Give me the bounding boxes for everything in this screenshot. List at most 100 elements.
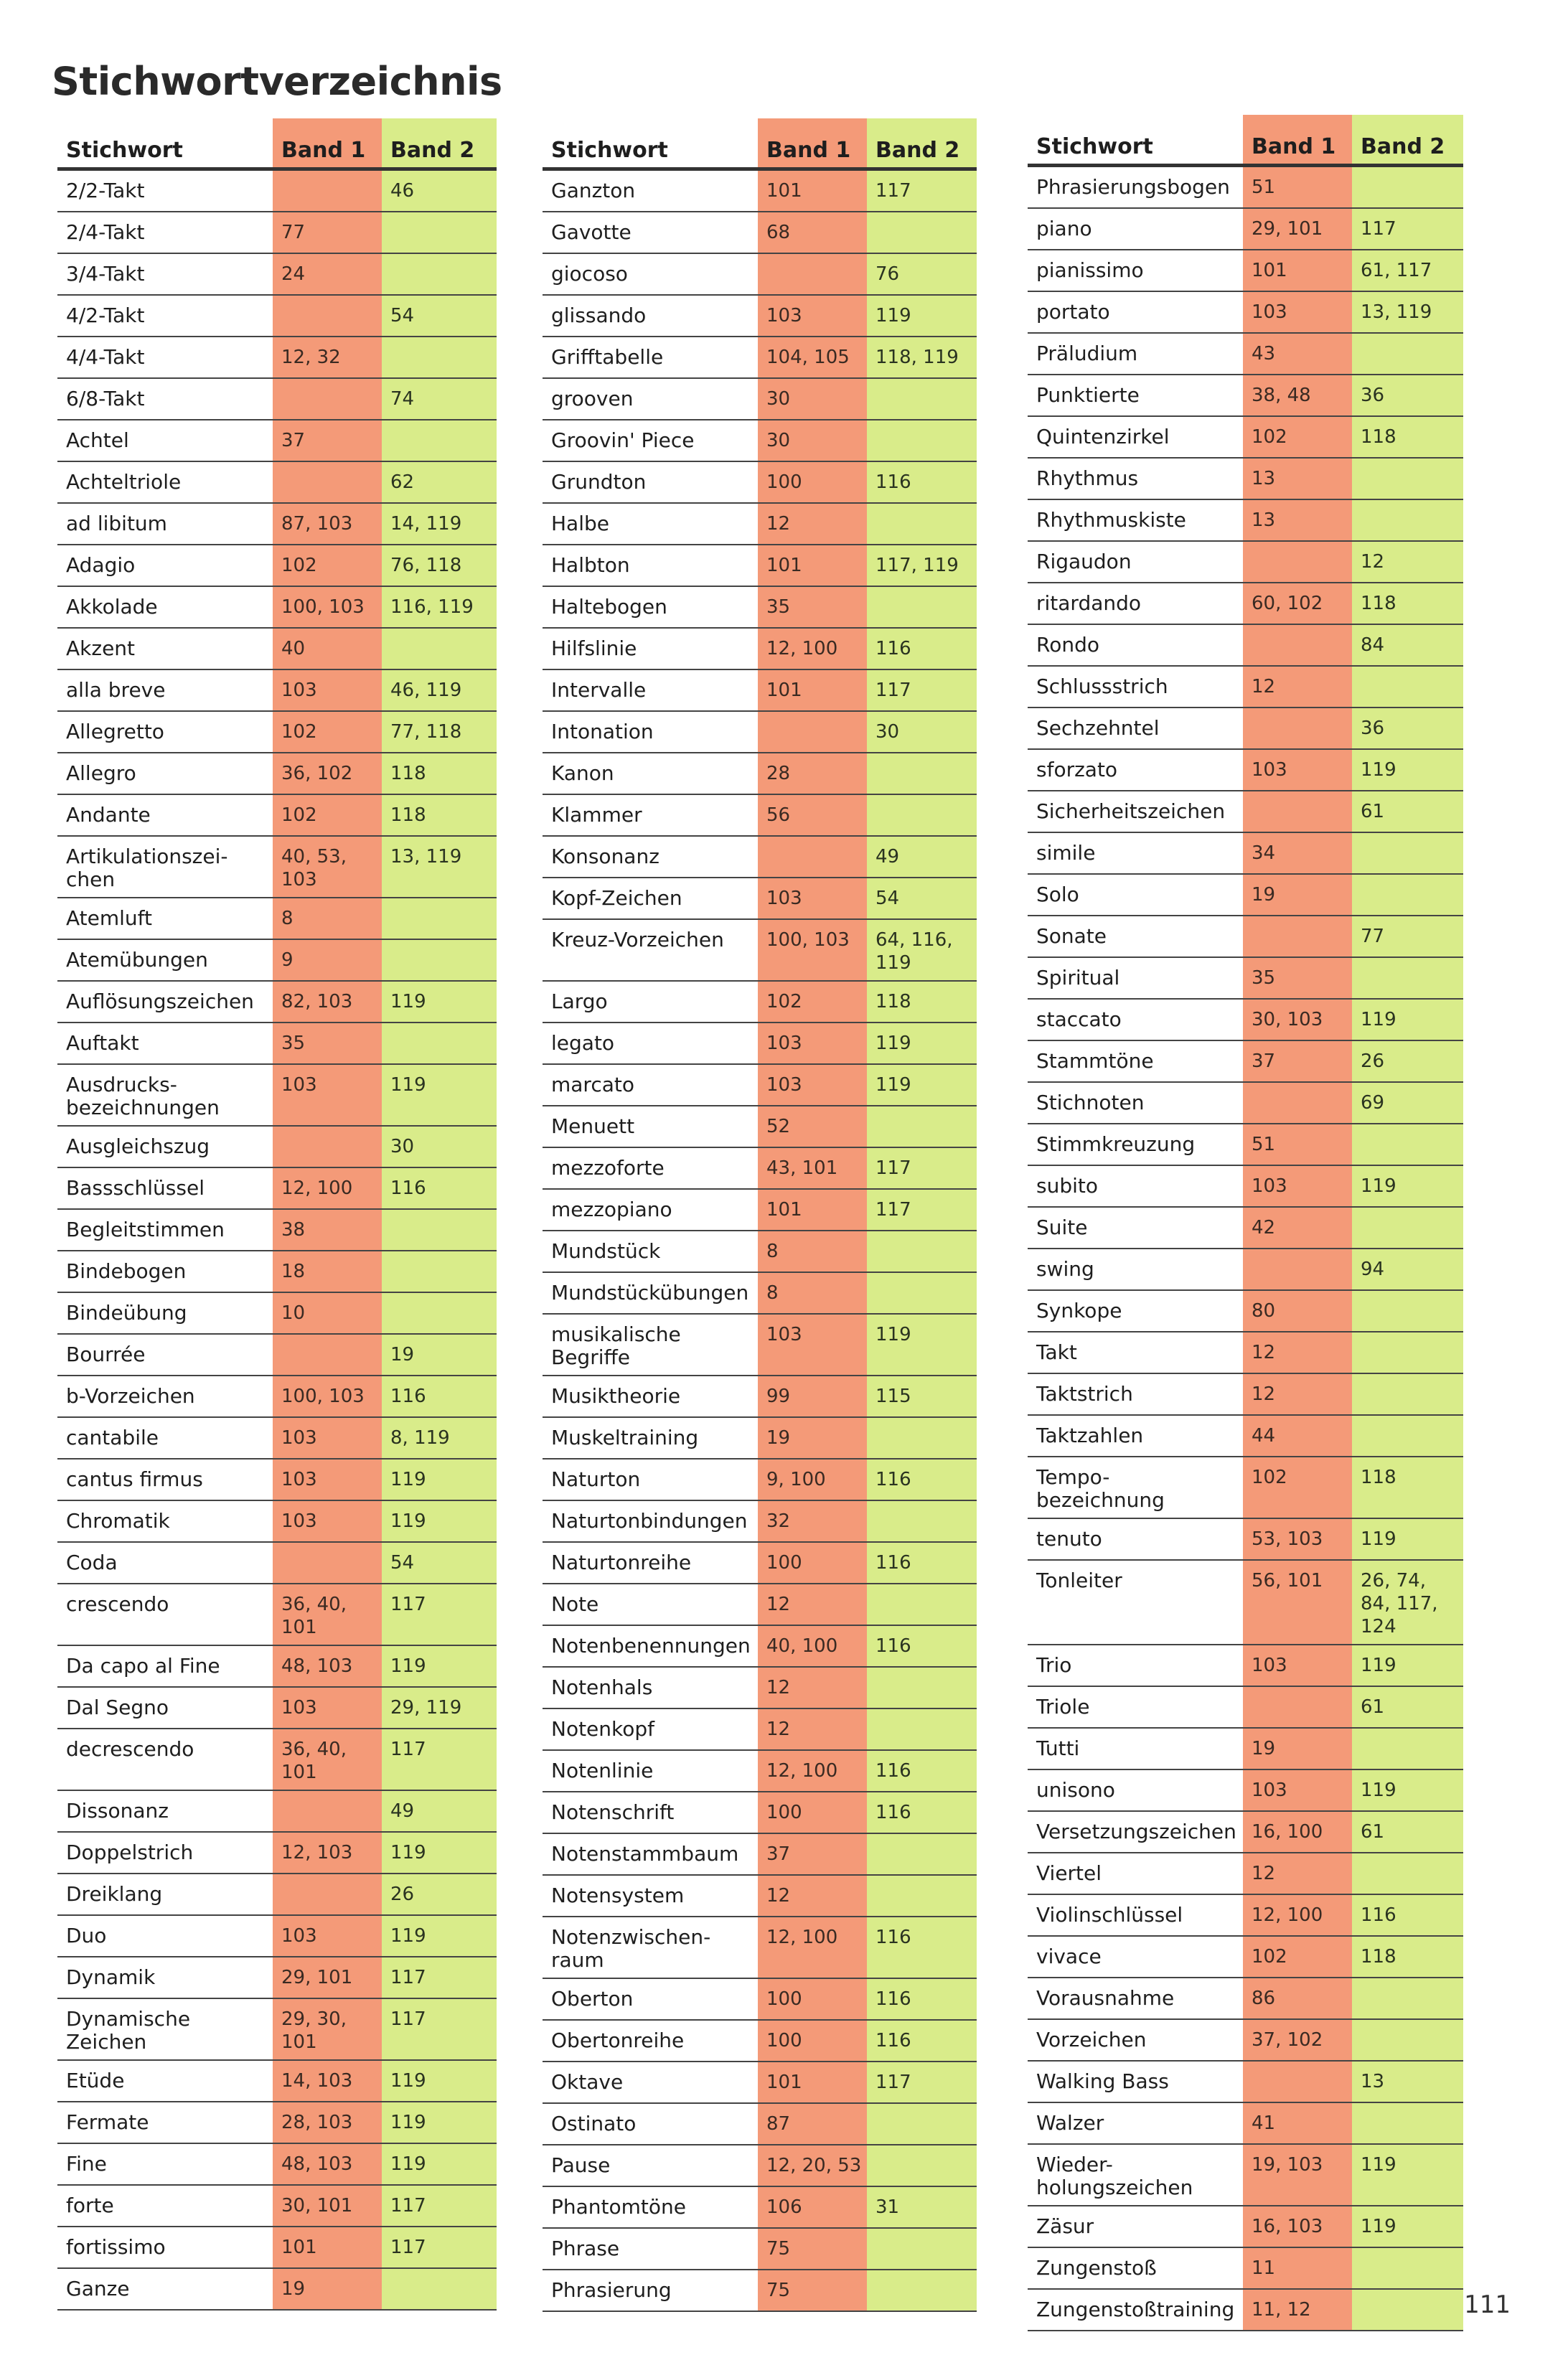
band2-pages-cell: 119 bbox=[1352, 1165, 1463, 1208]
band1-pages-cell: 51 bbox=[1243, 1124, 1352, 1166]
band2-pages-cell bbox=[867, 1231, 977, 1273]
table-row: Klammer 56 bbox=[543, 794, 977, 837]
index-column-2: Stichwort Band 1 Band 2 Ganzton 101 117 Gavott… bbox=[543, 118, 977, 2312]
band2-pages-cell: 117 bbox=[867, 1147, 977, 1190]
band1-pages-cell: 102 bbox=[273, 794, 382, 837]
band2-pages-cell bbox=[1352, 499, 1463, 542]
keyword-cell: 2/4-Takt bbox=[57, 212, 273, 254]
band2-pages-cell bbox=[1352, 1853, 1463, 1895]
band2-pages-cell: 119 bbox=[382, 1915, 497, 1957]
band2-pages-cell bbox=[1352, 957, 1463, 1000]
band1-pages-cell: 43 bbox=[1243, 333, 1352, 375]
band2-pages-cell: 118 bbox=[1352, 416, 1463, 459]
band1-pages-cell: 77 bbox=[273, 212, 382, 254]
keyword-cell: Notenstammbaum bbox=[543, 1833, 758, 1876]
keyword-cell: Grifftabelle bbox=[543, 337, 758, 379]
band2-pages-cell: 118, 119 bbox=[867, 337, 977, 379]
band2-pages-cell bbox=[867, 1875, 977, 1917]
band1-pages-cell: 103 bbox=[273, 1064, 382, 1127]
table-row: Dal Segno 103 29, 119 bbox=[57, 1687, 497, 1729]
band1-pages-cell: 102 bbox=[273, 545, 382, 587]
table-row: staccato 30, 103 119 bbox=[1028, 999, 1463, 1041]
keyword-cell: tenuto bbox=[1028, 1518, 1243, 1561]
keyword-cell: Viertel bbox=[1028, 1853, 1243, 1895]
keyword-cell: Phantomtöne bbox=[543, 2186, 758, 2229]
band2-pages-cell bbox=[867, 212, 977, 254]
band2-pages-cell: 118 bbox=[382, 794, 497, 837]
keyword-cell: Adagio bbox=[57, 545, 273, 587]
band1-pages-cell: 12 bbox=[758, 1667, 867, 1709]
table-row: Dynamik 29, 101 117 bbox=[57, 1957, 497, 1999]
band1-pages-cell: 12 bbox=[1243, 666, 1352, 708]
band1-pages-cell: 18 bbox=[273, 1251, 382, 1293]
table-row: Notenzwischen- raum 12, 100 116 bbox=[543, 1917, 977, 1979]
keyword-cell: Quintenzirkel bbox=[1028, 416, 1243, 459]
keyword-cell: Intonation bbox=[543, 711, 758, 753]
keyword-cell: Auflösungszeichen bbox=[57, 981, 273, 1023]
band2-pages-cell bbox=[867, 2228, 977, 2270]
keyword-cell: Etüde bbox=[57, 2060, 273, 2102]
table-row: Stammtöne 37 26 bbox=[1028, 1040, 1463, 1083]
header-keyword: Stichwort bbox=[1028, 115, 1243, 167]
table-row: 4/2-Takt 54 bbox=[57, 295, 497, 337]
band1-pages-cell: 36, 40, 101 bbox=[273, 1729, 382, 1791]
band2-pages-cell bbox=[867, 794, 977, 837]
band2-pages-cell: 118 bbox=[867, 981, 977, 1023]
keyword-cell: Triole bbox=[1028, 1686, 1243, 1729]
keyword-cell: Rhythmus bbox=[1028, 458, 1243, 500]
band1-pages-cell: 11 bbox=[1243, 2247, 1352, 2290]
band2-pages-cell: 119 bbox=[382, 2060, 497, 2102]
band2-pages-cell: 36 bbox=[1352, 708, 1463, 750]
keyword-cell: Stichnoten bbox=[1028, 1082, 1243, 1124]
keyword-cell: ritardando bbox=[1028, 583, 1243, 625]
band1-pages-cell: 38, 48 bbox=[1243, 375, 1352, 417]
table-row: piano 29, 101 117 bbox=[1028, 208, 1463, 250]
band2-pages-cell: 26 bbox=[382, 1874, 497, 1916]
table-row: portato 103 13, 119 bbox=[1028, 291, 1463, 334]
table-row: Spiritual 35 bbox=[1028, 957, 1463, 1000]
keyword-cell: decrescendo bbox=[57, 1729, 273, 1791]
keyword-cell: Schlussstrich bbox=[1028, 666, 1243, 708]
table-row: Achteltriole 62 bbox=[57, 461, 497, 504]
band2-pages-cell bbox=[867, 1584, 977, 1626]
table-row: Phrasierungsbogen 51 bbox=[1028, 165, 1463, 209]
band2-pages-cell: 8, 119 bbox=[382, 1417, 497, 1459]
band1-pages-cell bbox=[1243, 1686, 1352, 1729]
keyword-cell: Notensystem bbox=[543, 1875, 758, 1917]
keyword-cell: Haltebogen bbox=[543, 586, 758, 629]
band1-pages-cell: 9, 100 bbox=[758, 1459, 867, 1501]
band2-pages-cell bbox=[867, 420, 977, 462]
band1-pages-cell: 12 bbox=[758, 1584, 867, 1626]
band1-pages-cell bbox=[1243, 624, 1352, 667]
table-row: Rigaudon 12 bbox=[1028, 541, 1463, 583]
table-row: Notenstammbaum 37 bbox=[543, 1833, 977, 1876]
table-row: Dreiklang 26 bbox=[57, 1874, 497, 1916]
band1-pages-cell: 103 bbox=[1243, 1645, 1352, 1687]
header-band2: Band 2 bbox=[382, 118, 497, 171]
band1-pages-cell: 13 bbox=[1243, 458, 1352, 500]
table-row: subito 103 119 bbox=[1028, 1165, 1463, 1208]
table-row: Violinschlüssel 12, 100 116 bbox=[1028, 1894, 1463, 1937]
band1-pages-cell: 103 bbox=[273, 1915, 382, 1957]
band1-pages-cell: 100 bbox=[758, 1792, 867, 1834]
table-row: glissando 103 119 bbox=[543, 295, 977, 337]
band1-pages-cell: 16, 103 bbox=[1243, 2206, 1352, 2248]
keyword-cell: Vorausnahme bbox=[1028, 1978, 1243, 2020]
table-row: Sonate 77 bbox=[1028, 916, 1463, 958]
band2-pages-cell bbox=[867, 1667, 977, 1709]
band1-pages-cell bbox=[273, 1126, 382, 1168]
table-row: Phantomtöne 106 31 bbox=[543, 2186, 977, 2229]
keyword-cell: Zungenstoß bbox=[1028, 2247, 1243, 2290]
keyword-cell: Walking Bass bbox=[1028, 2061, 1243, 2103]
keyword-cell: glissando bbox=[543, 295, 758, 337]
band1-pages-cell: 103 bbox=[1243, 1769, 1352, 1812]
band2-pages-cell: 49 bbox=[382, 1790, 497, 1833]
band1-pages-cell: 30 bbox=[758, 378, 867, 420]
table-row: Walking Bass 13 bbox=[1028, 2061, 1463, 2103]
band2-pages-cell: 119 bbox=[382, 1500, 497, 1543]
keyword-cell: Begleitstimmen bbox=[57, 1209, 273, 1251]
band2-pages-cell: 119 bbox=[1352, 1645, 1463, 1687]
band2-pages-cell: 119 bbox=[867, 1064, 977, 1106]
keyword-cell: Kopf-Zeichen bbox=[543, 878, 758, 920]
keyword-cell: Oberton bbox=[543, 1978, 758, 2021]
